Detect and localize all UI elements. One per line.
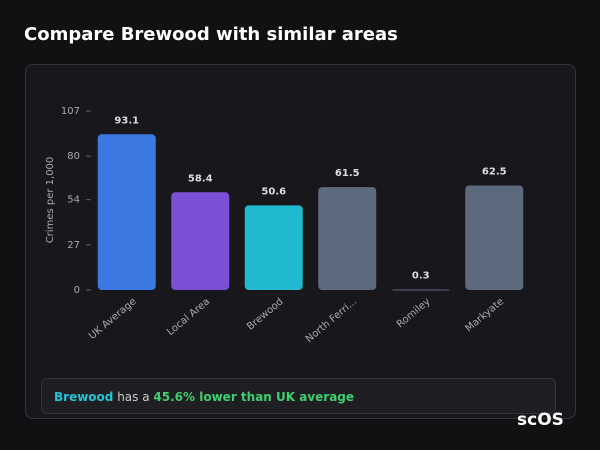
y-axis-label: Crimes per 1,000 [45, 157, 56, 244]
x-tick-label: Local Area [165, 296, 212, 338]
x-tick-label: Romiley [395, 296, 433, 330]
x-tick-label: North Ferri... [304, 296, 359, 345]
y-tick-label: 80 [67, 151, 80, 162]
value-label: 58.4 [188, 173, 213, 184]
y-tick-label: 107 [61, 106, 80, 117]
value-label: 62.5 [482, 166, 507, 177]
value-label: 0.3 [412, 270, 430, 281]
bar [391, 289, 450, 291]
bar [244, 205, 303, 290]
value-label: 50.6 [261, 186, 286, 197]
bar [171, 192, 230, 290]
y-tick-label: 54 [67, 195, 80, 206]
logo: scOS [517, 410, 564, 430]
summary-highlight: 45.6% lower than UK average [153, 390, 355, 404]
x-tick-label: Markyate [463, 296, 506, 334]
page-title: Compare Brewood with similar areas [24, 24, 398, 45]
value-label: 93.1 [114, 115, 139, 126]
bar [465, 185, 524, 290]
summary-area: Brewood [54, 390, 114, 404]
bar [97, 134, 156, 290]
y-tick-label: 0 [74, 285, 80, 296]
summary-text: has a [117, 390, 150, 404]
y-tick-label: 27 [67, 240, 80, 251]
value-label: 61.5 [335, 168, 360, 179]
summary-box: Brewood has a 45.6% lower than UK averag… [41, 378, 556, 414]
x-tick-label: UK Average [87, 296, 139, 342]
x-tick-label: Brewood [245, 296, 286, 332]
bar [318, 187, 377, 290]
